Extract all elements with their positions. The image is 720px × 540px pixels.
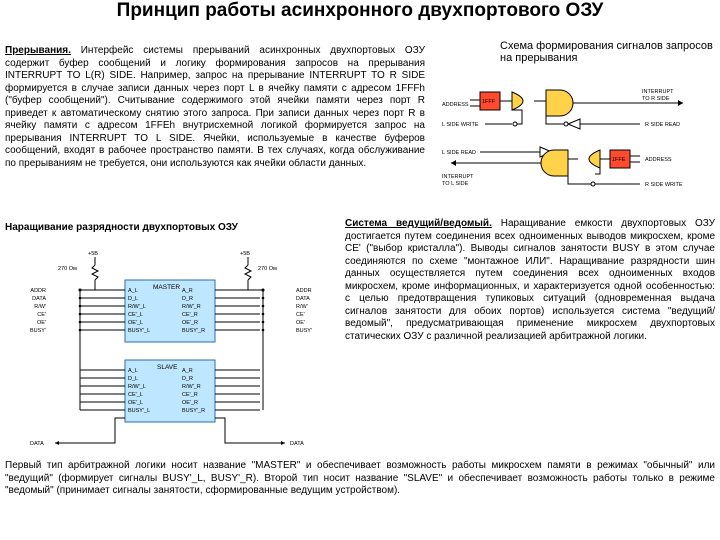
svg-text:BUSY'_R: BUSY'_R: [182, 408, 205, 414]
svg-text:OE'_L: OE'_L: [128, 400, 143, 406]
svg-text:R/W': R/W': [296, 304, 308, 310]
svg-text:L SIDE READ: L SIDE READ: [442, 150, 476, 156]
svg-text:270 Ом: 270 Ом: [258, 266, 277, 272]
svg-text:D_L: D_L: [128, 376, 138, 382]
svg-text:BUSY': BUSY': [296, 328, 312, 334]
svg-text:D_R: D_R: [182, 376, 193, 382]
svg-text:A_R: A_R: [182, 288, 193, 294]
svg-text:D_L: D_L: [128, 296, 138, 302]
svg-text:INTERRUPTTO L SIDE: INTERRUPTTO L SIDE: [442, 174, 474, 187]
svg-text:CE'_L: CE'_L: [128, 392, 143, 398]
bottom-paragraph: Первый тип арбитражной логики носит назв…: [5, 460, 715, 498]
master-paragraph: Система ведущий/ведомый. Наращивание емк…: [345, 218, 715, 343]
svg-text:R/W'_L: R/W'_L: [128, 384, 146, 390]
svg-text:DATA: DATA: [32, 296, 46, 302]
svg-text:R/W'_R: R/W'_R: [182, 304, 201, 310]
svg-text:R SIDE WRITE: R SIDE WRITE: [645, 182, 683, 188]
svg-text:CE': CE': [296, 312, 305, 318]
svg-text:OE'_L: OE'_L: [128, 320, 143, 326]
svg-text:BUSY'_L: BUSY'_L: [128, 408, 150, 414]
svg-text:1FFE: 1FFE: [612, 157, 626, 163]
interrupts-heading: Прерывания.: [5, 45, 71, 56]
svg-text:D_R: D_R: [182, 296, 193, 302]
svg-text:1FFF: 1FFF: [482, 99, 496, 105]
scheme-title: Схема формирования сигналов запросов на …: [500, 40, 715, 64]
svg-text:CE'_L: CE'_L: [128, 312, 143, 318]
svg-text:R/W'_L: R/W'_L: [128, 304, 146, 310]
svg-text:MASTER: MASTER: [153, 284, 180, 291]
svg-text:R SIDE READ: R SIDE READ: [645, 122, 680, 128]
svg-text:+5В: +5В: [240, 251, 250, 257]
svg-text:ADDRESS: ADDRESS: [645, 157, 672, 163]
svg-text:270 Ом: 270 Ом: [58, 266, 77, 272]
svg-text:DATA: DATA: [296, 296, 310, 302]
svg-text:DATA: DATA: [30, 441, 44, 447]
interrupt-diagram: ADDRESS 1FFF INTERRUPTTO R SIDE L SIDE W…: [440, 78, 710, 208]
master-heading: Система ведущий/ведомый.: [345, 218, 492, 229]
svg-text:ADDRESS: ADDRESS: [442, 102, 469, 108]
master-text: Наращивание емкости двухпортовых ОЗУ дос…: [345, 218, 715, 342]
page-title: Принцип работы асинхронного двухпортовог…: [10, 0, 710, 22]
svg-text:ADDR: ADDR: [30, 288, 46, 294]
svg-text:BUSY'_R: BUSY'_R: [182, 328, 205, 334]
svg-text:OE'_R: OE'_R: [182, 320, 198, 326]
svg-text:OE': OE': [296, 320, 305, 326]
svg-text:A_L: A_L: [128, 288, 138, 294]
svg-text:CE': CE': [37, 312, 46, 318]
svg-text:OE'_R: OE'_R: [182, 400, 198, 406]
interrupts-text: Интерфейс системы прерываний асинхронных…: [5, 45, 425, 169]
svg-text:CE'_R: CE'_R: [182, 392, 198, 398]
svg-text:ADDR: ADDR: [296, 288, 312, 294]
grow-title: Наращивание разрядности двухпортовых ОЗУ: [5, 222, 315, 233]
svg-text:INTERRUPTTO R SIDE: INTERRUPTTO R SIDE: [642, 89, 674, 102]
svg-text:R/W': R/W': [34, 304, 46, 310]
svg-text:OE': OE': [37, 320, 46, 326]
svg-text:BUSY'_L: BUSY'_L: [128, 328, 150, 334]
svg-text:SLAVE: SLAVE: [157, 364, 178, 371]
svg-text:A_L: A_L: [128, 368, 138, 374]
svg-text:BUSY': BUSY': [30, 328, 46, 334]
svg-text:L SIDE WRITE: L SIDE WRITE: [442, 122, 479, 128]
svg-text:A_R: A_R: [182, 368, 193, 374]
master-slave-diagram: +5В +5В 270 Ом 270 Ом MASTER SLAVE A_L D_…: [10, 245, 330, 455]
svg-text:CE'_R: CE'_R: [182, 312, 198, 318]
svg-text:R/W'_R: R/W'_R: [182, 384, 201, 390]
svg-text:DATA: DATA: [290, 441, 304, 447]
svg-text:+5В: +5В: [88, 251, 98, 257]
interrupts-paragraph: Прерывания. Интерфейс системы прерываний…: [5, 45, 425, 170]
